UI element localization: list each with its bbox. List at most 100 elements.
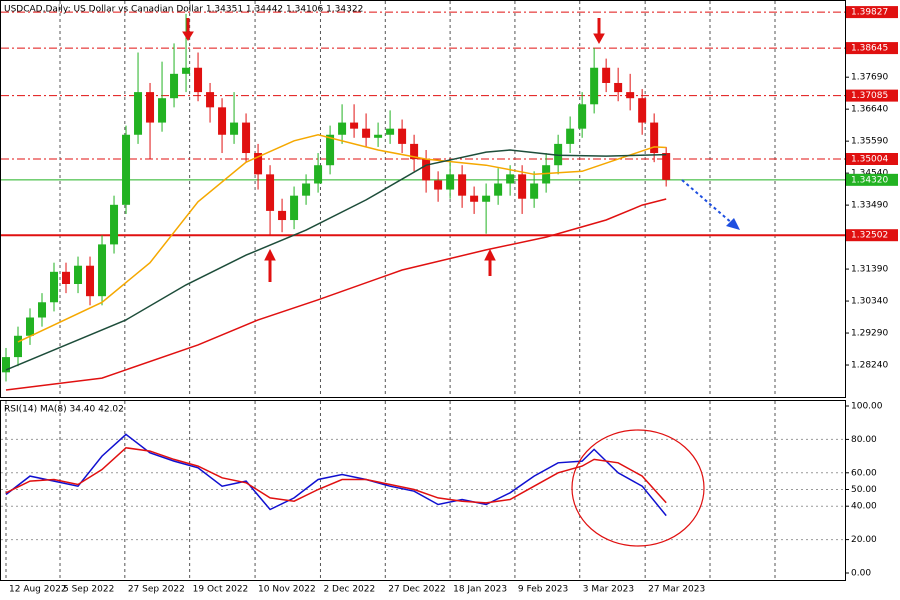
level-label-box	[846, 42, 898, 55]
level-label: 1.39827	[851, 8, 888, 18]
candle-body	[230, 122, 239, 135]
candle-body	[218, 107, 227, 135]
candle-body	[2, 357, 11, 373]
y-tick-label: 1.34540	[851, 169, 888, 179]
y-tick-label: 1.28240	[851, 361, 888, 371]
level-label: 1.35004	[851, 154, 888, 164]
indicator-line	[5, 447, 667, 504]
candle-body	[62, 271, 71, 284]
candle-body	[14, 335, 23, 358]
level-label-box	[846, 229, 898, 242]
candle-body	[566, 128, 575, 144]
main-frame	[0, 0, 846, 398]
y-tick-label: 1.36640	[851, 105, 888, 115]
candle-body	[266, 174, 275, 211]
candle-body	[638, 98, 647, 123]
chart-title: USDCAD,Daily: US Dollar vs Canadian Doll…	[4, 5, 363, 15]
forecast-arrow	[681, 179, 734, 225]
candle-body	[206, 92, 215, 108]
candle-body	[506, 174, 515, 184]
candle-body	[290, 195, 299, 221]
x-tick-label: 27 Mar 2023	[648, 585, 705, 595]
x-tick-label: 10 Nov 2022	[258, 585, 316, 595]
x-tick-label: 5 Sep 2022	[63, 585, 114, 595]
highlight-circle	[571, 429, 705, 547]
candle-body	[662, 153, 671, 180]
candle-body	[578, 104, 587, 129]
candle-body	[242, 122, 251, 154]
level-label-box	[846, 173, 898, 186]
level-label: 1.34320	[851, 175, 888, 185]
candle-body	[38, 302, 47, 318]
candle-body	[326, 134, 335, 166]
y-tick-label: 80.00	[851, 435, 877, 445]
candle-body	[182, 67, 191, 74]
y-tick-label: 1.30340	[851, 297, 888, 307]
candle-body	[98, 244, 107, 297]
x-tick-label: 2 Dec 2022	[323, 585, 375, 595]
candle-body	[482, 195, 491, 202]
candle-body	[302, 183, 311, 196]
arrow-head	[593, 33, 605, 45]
x-tick-label: 27 Dec 2022	[388, 585, 446, 595]
indicator-line	[5, 198, 667, 391]
x-tick-label: 12 Aug 2022	[9, 585, 67, 595]
y-tick-label: 100.00	[851, 402, 883, 412]
candle-body	[386, 128, 395, 135]
arrow-head	[182, 31, 194, 41]
x-tick-label: 27 Sep 2022	[128, 585, 185, 595]
candle-body	[422, 159, 431, 181]
level-label-box	[846, 152, 898, 165]
candle-body	[146, 92, 155, 123]
y-tick-label: 60.00	[851, 468, 877, 478]
candle-body	[86, 265, 95, 297]
candle-body	[122, 134, 131, 205]
candle-body	[518, 174, 527, 199]
candle-body	[398, 128, 407, 144]
y-tick-label: 0.00	[851, 569, 871, 579]
candle-body	[410, 143, 419, 160]
x-tick-label: 9 Feb 2023	[518, 585, 568, 595]
arrow-head	[484, 248, 496, 261]
level-label: 1.38645	[851, 44, 888, 54]
y-tick-label: 20.00	[851, 535, 877, 545]
candle-body	[170, 73, 179, 99]
indicator-line	[17, 134, 667, 343]
candle-body	[374, 134, 383, 138]
level-label-box	[846, 89, 898, 102]
candle-body	[254, 153, 263, 175]
candle-body	[158, 98, 167, 123]
candle-body	[542, 165, 551, 184]
rsi-title: RSI(14) MA(8) 34.40 42.02	[4, 405, 124, 415]
indicator-line	[5, 433, 667, 517]
candle-body	[50, 271, 59, 303]
forecast-arrow-head	[726, 218, 740, 230]
candle-body	[470, 195, 479, 202]
y-tick-label: 50.00	[851, 485, 877, 495]
candle-body	[362, 128, 371, 138]
x-tick-label: 18 Jan 2023	[453, 585, 507, 595]
candle-body	[602, 67, 611, 83]
candle-body	[26, 317, 35, 336]
candle-body	[194, 67, 203, 93]
y-tick-label: 1.31390	[851, 265, 888, 275]
candle-body	[338, 122, 347, 135]
candle-body	[446, 174, 455, 190]
candle-body	[434, 180, 443, 190]
annotations	[182, 18, 705, 547]
candle-body	[110, 204, 119, 245]
candle-body	[134, 92, 143, 135]
candle-body	[650, 122, 659, 154]
level-label: 1.32502	[851, 231, 888, 241]
x-tick-label: 19 Oct 2022	[193, 585, 249, 595]
rsi-frame	[0, 400, 846, 581]
y-tick-label: 1.29290	[851, 329, 888, 339]
arrow-head	[264, 248, 276, 261]
candle-body	[590, 67, 599, 105]
candle-body	[626, 92, 635, 99]
candle-body	[614, 82, 623, 93]
candle-body	[314, 165, 323, 184]
indicator-line	[5, 149, 667, 371]
candle-body	[350, 122, 359, 129]
